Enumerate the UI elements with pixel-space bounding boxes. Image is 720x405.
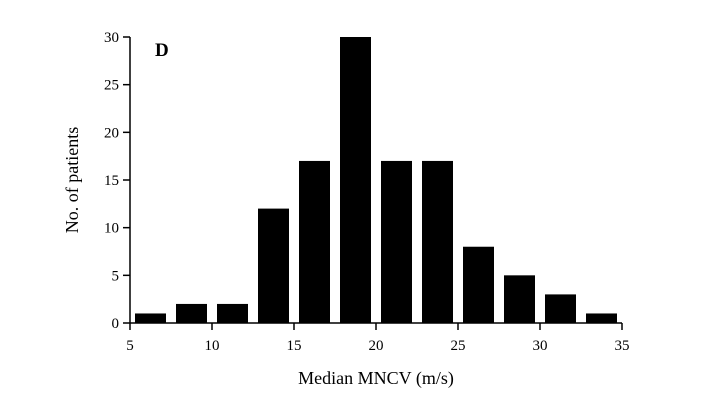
- bar: [258, 208, 289, 323]
- y-axis-title: No. of patients: [62, 127, 82, 233]
- bar: [299, 160, 330, 323]
- y-tick-label: 30: [104, 30, 119, 46]
- x-tick-label: 20: [369, 338, 384, 354]
- x-axis-ticks: 5 10 15 20 25 30 35: [126, 323, 630, 354]
- y-tick-label: 5: [112, 268, 120, 284]
- x-tick-label: 5: [126, 338, 134, 354]
- x-tick-label: 30: [533, 338, 548, 354]
- bar: [340, 37, 371, 323]
- x-tick-label: 35: [615, 338, 630, 354]
- y-tick-label: 20: [104, 125, 119, 141]
- panel-label: D: [155, 40, 169, 61]
- bar-series: [135, 37, 617, 323]
- bar: [176, 303, 207, 323]
- bar: [217, 303, 248, 323]
- y-axis-ticks: 0 5 10 15 20 25 30: [104, 30, 130, 332]
- y-tick-label: 10: [104, 221, 119, 237]
- x-tick-label: 15: [287, 338, 302, 354]
- bar: [422, 160, 453, 323]
- x-tick-label: 25: [451, 338, 466, 354]
- bar: [463, 246, 494, 323]
- x-tick-label: 10: [205, 338, 220, 354]
- y-tick-label: 25: [104, 78, 119, 94]
- bar: [504, 275, 535, 323]
- bar: [135, 313, 166, 323]
- bar: [381, 160, 412, 323]
- bar: [586, 313, 617, 323]
- y-tick-label: 0: [112, 316, 120, 332]
- x-axis-title: Median MNCV (m/s): [298, 368, 454, 389]
- bar: [545, 294, 576, 323]
- y-tick-label: 15: [104, 173, 119, 189]
